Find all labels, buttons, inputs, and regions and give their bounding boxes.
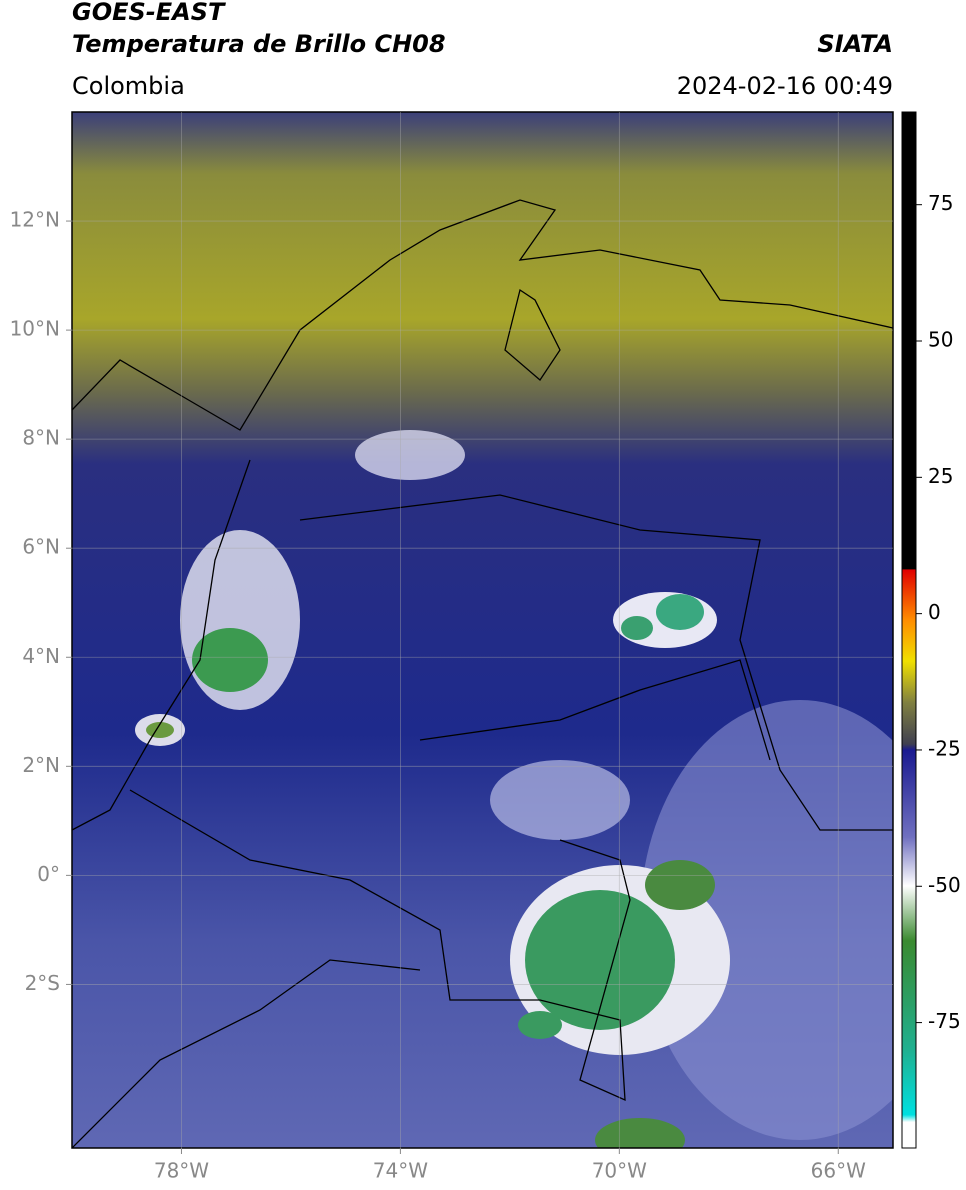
x-tick-label: 66°W: [811, 1159, 866, 1183]
colorbar-tick-label: 0: [928, 600, 941, 624]
colorbar-tick-label: -25: [928, 736, 961, 760]
colorbar-tick-label: 25: [928, 464, 953, 488]
colorbar-tick-label: -50: [928, 873, 961, 897]
y-tick-label: 12°N: [10, 208, 60, 232]
x-tick-label: 78°W: [154, 1159, 209, 1183]
x-tick-label: 74°W: [373, 1159, 428, 1183]
y-tick-label: 8°N: [22, 426, 60, 450]
colorbar: [901, 111, 917, 1149]
datetime: 2024-02-16 00:49: [677, 72, 893, 100]
y-tick-label: 6°N: [22, 535, 60, 559]
colorbar-tick-label: 75: [928, 191, 953, 215]
y-tick-label: 2°S: [25, 971, 60, 995]
region: Colombia: [72, 72, 185, 100]
y-tick-label: 4°N: [22, 644, 60, 668]
title: GOES-EAST: [72, 0, 226, 26]
subtitle: Temperatura de Brillo CH08: [72, 30, 446, 58]
y-tick-label: 0°: [37, 862, 60, 886]
map-frame: [71, 111, 894, 1149]
y-tick-label: 10°N: [10, 317, 60, 341]
colorbar-tick-label: -75: [928, 1009, 961, 1033]
source: SIATA: [817, 30, 893, 58]
map-image: [72, 112, 893, 1148]
colorbar-tick-label: 50: [928, 328, 953, 352]
y-tick-label: 2°N: [22, 753, 60, 777]
x-tick-label: 70°W: [592, 1159, 647, 1183]
